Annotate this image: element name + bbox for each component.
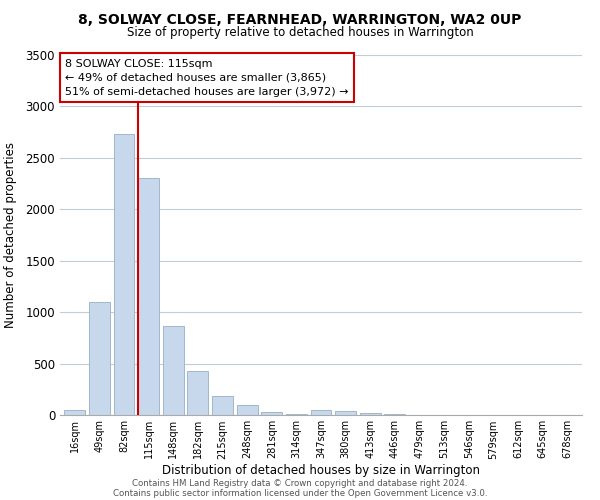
Bar [187,371,208,415]
Bar [360,413,381,415]
Text: Contains HM Land Registry data © Crown copyright and database right 2024.: Contains HM Land Registry data © Crown c… [132,478,468,488]
Bar [89,302,110,415]
Text: Size of property relative to detached houses in Warrington: Size of property relative to detached ho… [127,26,473,39]
Text: 8 SOLWAY CLOSE: 115sqm
← 49% of detached houses are smaller (3,865)
51% of semi-: 8 SOLWAY CLOSE: 115sqm ← 49% of detached… [65,58,349,96]
Bar [261,412,282,415]
Bar [113,134,134,415]
X-axis label: Distribution of detached houses by size in Warrington: Distribution of detached houses by size … [162,464,480,477]
Bar [138,178,159,415]
Text: 8, SOLWAY CLOSE, FEARNHEAD, WARRINGTON, WA2 0UP: 8, SOLWAY CLOSE, FEARNHEAD, WARRINGTON, … [79,12,521,26]
Bar [236,405,257,415]
Bar [335,411,356,415]
Bar [385,414,406,415]
Bar [311,410,331,415]
Bar [212,396,233,415]
Bar [64,410,85,415]
Bar [163,326,184,415]
Y-axis label: Number of detached properties: Number of detached properties [4,142,17,328]
Bar [286,414,307,415]
Text: Contains public sector information licensed under the Open Government Licence v3: Contains public sector information licen… [113,488,487,498]
